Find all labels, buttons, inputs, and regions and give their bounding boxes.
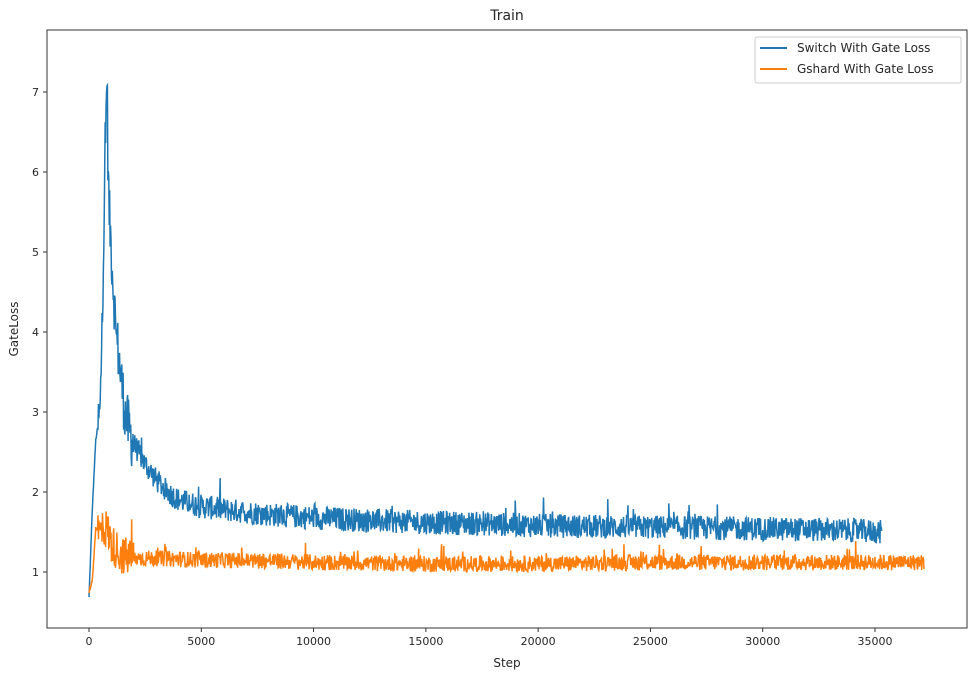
svg-text:20000: 20000 [521,635,556,648]
series-line-0 [88,82,883,598]
plot-frame [46,29,968,629]
y-axis: 1 2 3 4 5 6 7 [32,86,47,579]
svg-text:3: 3 [32,406,39,419]
svg-text:15000: 15000 [408,635,443,648]
chart-title: Train [489,8,524,24]
plot-area [88,82,925,598]
svg-text:0: 0 [86,635,93,648]
svg-text:7: 7 [32,86,39,99]
svg-text:2: 2 [32,486,39,499]
svg-text:1: 1 [32,566,39,579]
x-axis: 0 5000 10000 15000 20000 25000 30000 35000 [86,628,893,648]
svg-text:5000: 5000 [187,635,215,648]
legend-label-gshard: Gshard With Gate Loss [797,62,934,76]
svg-text:30000: 30000 [745,635,780,648]
svg-text:10000: 10000 [296,635,331,648]
svg-text:35000: 35000 [858,635,893,648]
y-axis-label: GateLoss [7,301,21,356]
x-axis-label: Step [493,656,520,670]
series-line-1 [88,511,925,594]
legend: Switch With Gate Loss Gshard With Gate L… [754,36,962,84]
svg-text:25000: 25000 [633,635,668,648]
svg-text:4: 4 [32,326,39,339]
svg-text:5: 5 [32,246,39,259]
legend-label-switch: Switch With Gate Loss [797,41,930,55]
svg-text:6: 6 [32,166,39,179]
